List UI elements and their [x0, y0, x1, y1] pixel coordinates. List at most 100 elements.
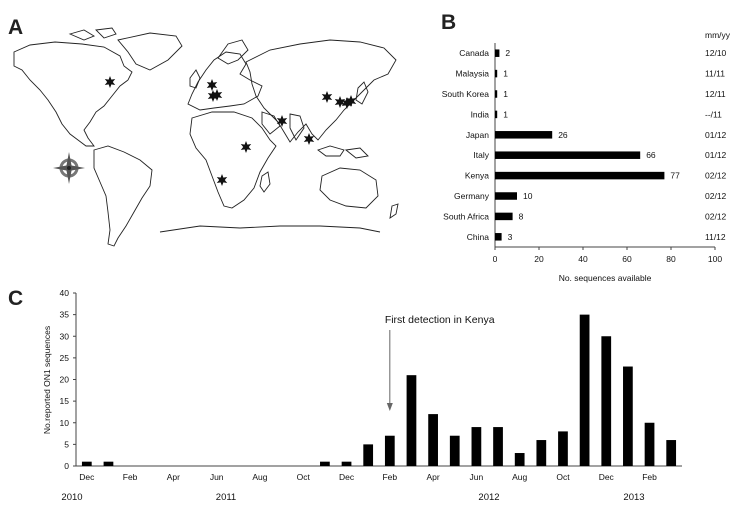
x-tick-label: 100 — [708, 254, 722, 264]
bar — [495, 49, 500, 57]
bar — [449, 435, 460, 466]
bar — [495, 151, 641, 159]
y-tick-label: 25 — [60, 353, 70, 363]
bar-value-label: 1 — [503, 89, 508, 99]
date-label: 11/11 — [705, 69, 725, 79]
map-marker — [207, 90, 219, 102]
compass-rose-icon — [53, 152, 85, 184]
bar — [601, 336, 612, 466]
bar — [495, 233, 502, 241]
year-label: 2010 — [61, 492, 82, 503]
bar — [579, 314, 590, 466]
month-tick-label: Aug — [512, 472, 527, 482]
annotation-text: First detection in Kenya — [385, 314, 495, 326]
y-tick-label: 35 — [60, 310, 70, 320]
month-tick-label: Apr — [426, 472, 439, 482]
panel-a-letter: A — [8, 16, 23, 39]
category-label: Japan — [466, 130, 489, 140]
bar — [666, 440, 677, 466]
date-label: 01/12 — [705, 130, 727, 140]
map-marker — [206, 79, 218, 91]
date-label: --/11 — [705, 109, 722, 119]
date-label: 11/12 — [705, 232, 726, 242]
map-marker — [240, 141, 252, 153]
bar — [495, 212, 513, 221]
month-tick-label: Jun — [470, 472, 484, 482]
month-tick-label: Aug — [252, 472, 267, 482]
monthly-bar-chart: 0 5 10 15 20 25 30 35 40 No.reported ON1 sequence… — [42, 288, 682, 503]
y-tick-label: 5 — [64, 439, 69, 449]
category-label: Malaysia — [455, 69, 489, 79]
date-label: 12/10 — [705, 48, 727, 58]
map-marker — [216, 174, 228, 186]
month-tick-label: Dec — [339, 472, 355, 482]
panel-b-letter: B — [441, 11, 456, 34]
date-label: 12/11 — [705, 89, 726, 99]
bar — [428, 414, 438, 466]
map-marker — [334, 96, 346, 108]
month-tick-label: Oct — [556, 472, 570, 482]
y-tick-label: 10 — [60, 418, 70, 428]
bar — [623, 366, 633, 466]
bar — [644, 422, 655, 466]
bar — [384, 435, 395, 466]
panel-c-letter: C — [8, 287, 23, 310]
bar — [81, 461, 92, 466]
world-map — [13, 27, 399, 247]
month-tick-label: Feb — [123, 472, 138, 482]
month-tick-label: Dec — [79, 472, 95, 482]
month-tick-label: Dec — [599, 472, 615, 482]
x-axis-label: No. sequences available — [559, 273, 652, 283]
category-label: South Korea — [442, 89, 490, 99]
bar — [536, 440, 547, 466]
category-label: Kenya — [465, 171, 489, 181]
bar — [495, 131, 553, 139]
bar-value-label: 8 — [519, 211, 524, 221]
bar — [495, 69, 498, 78]
y-tick-label: 20 — [60, 375, 70, 385]
map-marker — [276, 115, 288, 127]
date-label: 01/12 — [705, 150, 727, 160]
bar-value-label: 66 — [646, 150, 656, 160]
bar — [514, 453, 525, 466]
bar-value-label: 1 — [503, 69, 508, 79]
category-label: India — [471, 109, 490, 119]
date-column-header: mm/yy — [705, 30, 731, 40]
date-label: 02/12 — [705, 211, 727, 221]
x-tick-label: 0 — [493, 254, 498, 264]
bar — [495, 90, 498, 98]
map-marker — [345, 95, 357, 107]
date-label: 02/12 — [705, 171, 727, 181]
category-label: South Africa — [443, 211, 489, 221]
category-label: Italy — [473, 150, 489, 160]
bar — [493, 427, 503, 466]
bar — [103, 461, 114, 466]
y-tick-label: 30 — [60, 331, 70, 341]
category-label: Germany — [454, 191, 490, 201]
bar-value-label: 1 — [503, 109, 508, 119]
y-tick-label: 0 — [64, 461, 69, 471]
y-tick-label: 15 — [60, 396, 70, 406]
y-axis-label: No.reported ON1 sequences — [42, 326, 52, 434]
bar-value-label: 26 — [558, 130, 568, 140]
bar-value-label: 3 — [508, 232, 513, 242]
x-tick-label: 60 — [622, 254, 632, 264]
bar — [495, 171, 665, 180]
month-tick-label: Jun — [210, 472, 224, 482]
y-tick-label: 40 — [60, 288, 70, 298]
x-tick-label: 20 — [534, 254, 544, 264]
map-marker — [321, 91, 333, 103]
bar-value-label: 2 — [505, 48, 510, 58]
bar-value-label: 10 — [523, 191, 533, 201]
month-tick-label: Apr — [167, 472, 180, 482]
bar — [495, 192, 517, 200]
bar — [495, 110, 498, 119]
x-tick-label: 80 — [666, 254, 676, 264]
bar — [558, 431, 568, 466]
category-label: China — [467, 232, 489, 242]
map-marker — [104, 76, 116, 88]
category-label: Canada — [459, 48, 489, 58]
map-marker — [211, 89, 223, 101]
